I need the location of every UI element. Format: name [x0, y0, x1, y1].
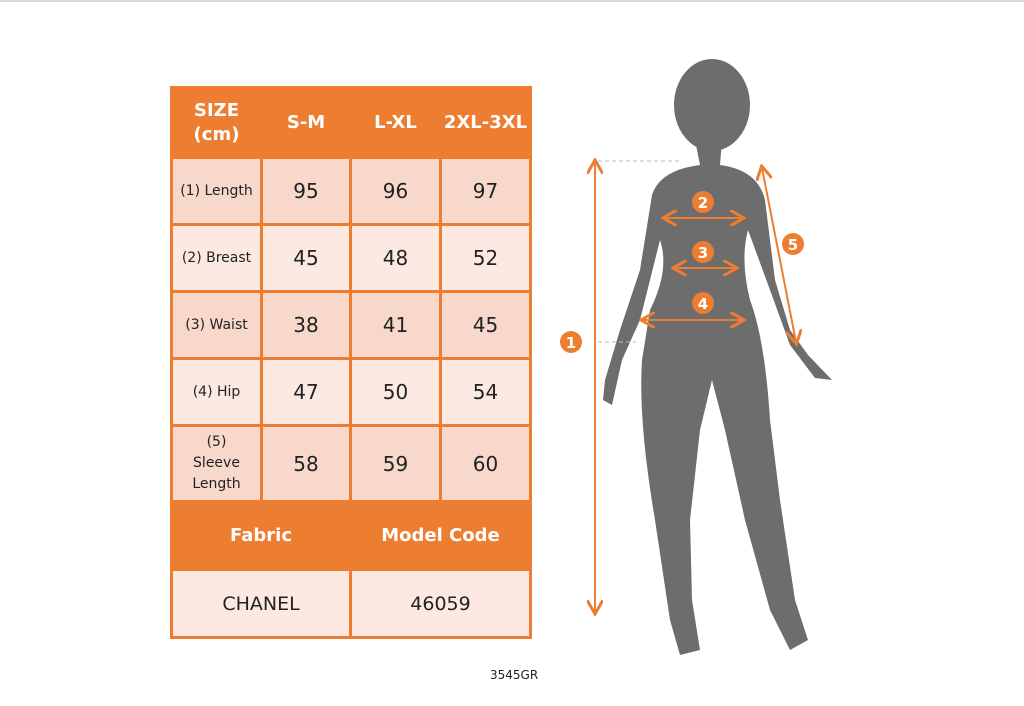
header-row: SIZE (cm) S-M L-XL 2XL-3XL	[170, 86, 532, 159]
row-label: (4) Hip	[170, 357, 263, 427]
cell: 50	[349, 357, 442, 427]
top-border	[0, 0, 1024, 2]
cell: 41	[349, 290, 442, 360]
footer-row: CHANEL 46059	[170, 568, 532, 639]
table-row: (5) Sleeve Length 58 59 60	[170, 424, 532, 503]
header-size: SIZE (cm)	[170, 86, 263, 159]
cell: 54	[439, 357, 532, 427]
cell: 38	[260, 290, 352, 360]
table-row: (2) Breast 45 48 52	[170, 223, 532, 293]
header-l-xl: L-XL	[349, 86, 442, 159]
cell: 97	[439, 156, 532, 226]
header-2xl-3xl: 2XL-3XL	[439, 86, 532, 159]
svg-text:3: 3	[698, 244, 708, 262]
marker-5: 5	[782, 233, 804, 255]
cell: 60	[439, 424, 532, 503]
row-label: (5) Sleeve Length	[170, 424, 263, 503]
cell: 52	[439, 223, 532, 293]
sleeve-arrow	[762, 168, 796, 342]
svg-text:2: 2	[698, 194, 708, 212]
row-label: (2) Breast	[170, 223, 263, 293]
table-row: (3) Waist 38 41 45	[170, 290, 532, 360]
svg-text:4: 4	[698, 295, 708, 313]
size-chart-table: SIZE (cm) S-M L-XL 2XL-3XL (1) Length 95…	[170, 86, 532, 639]
row-label: (3) Waist	[170, 290, 263, 360]
cell: 95	[260, 156, 352, 226]
marker-3: 3	[692, 241, 714, 263]
table-row: (1) Length 95 96 97	[170, 156, 532, 226]
cell: 45	[260, 223, 352, 293]
cell: 58	[260, 424, 352, 503]
marker-1: 1	[560, 331, 582, 353]
fabric-value: CHANEL	[170, 568, 352, 639]
marker-2: 2	[692, 191, 714, 213]
cell: 45	[439, 290, 532, 360]
silhouette-figure	[603, 59, 832, 655]
cell: 48	[349, 223, 442, 293]
product-code: 3545GR	[490, 668, 539, 682]
row-label: (1) Length	[170, 156, 263, 226]
cell: 59	[349, 424, 442, 503]
svg-text:5: 5	[788, 236, 798, 254]
header-model-code: Model Code	[349, 500, 532, 571]
marker-4: 4	[692, 292, 714, 314]
cell: 47	[260, 357, 352, 427]
footer-header-row: Fabric Model Code	[170, 500, 532, 571]
svg-text:1: 1	[566, 334, 576, 352]
model-code-value: 46059	[349, 568, 532, 639]
header-fabric: Fabric	[170, 500, 352, 571]
cell: 96	[349, 156, 442, 226]
header-s-m: S-M	[260, 86, 352, 159]
table-row: (4) Hip 47 50 54	[170, 357, 532, 427]
